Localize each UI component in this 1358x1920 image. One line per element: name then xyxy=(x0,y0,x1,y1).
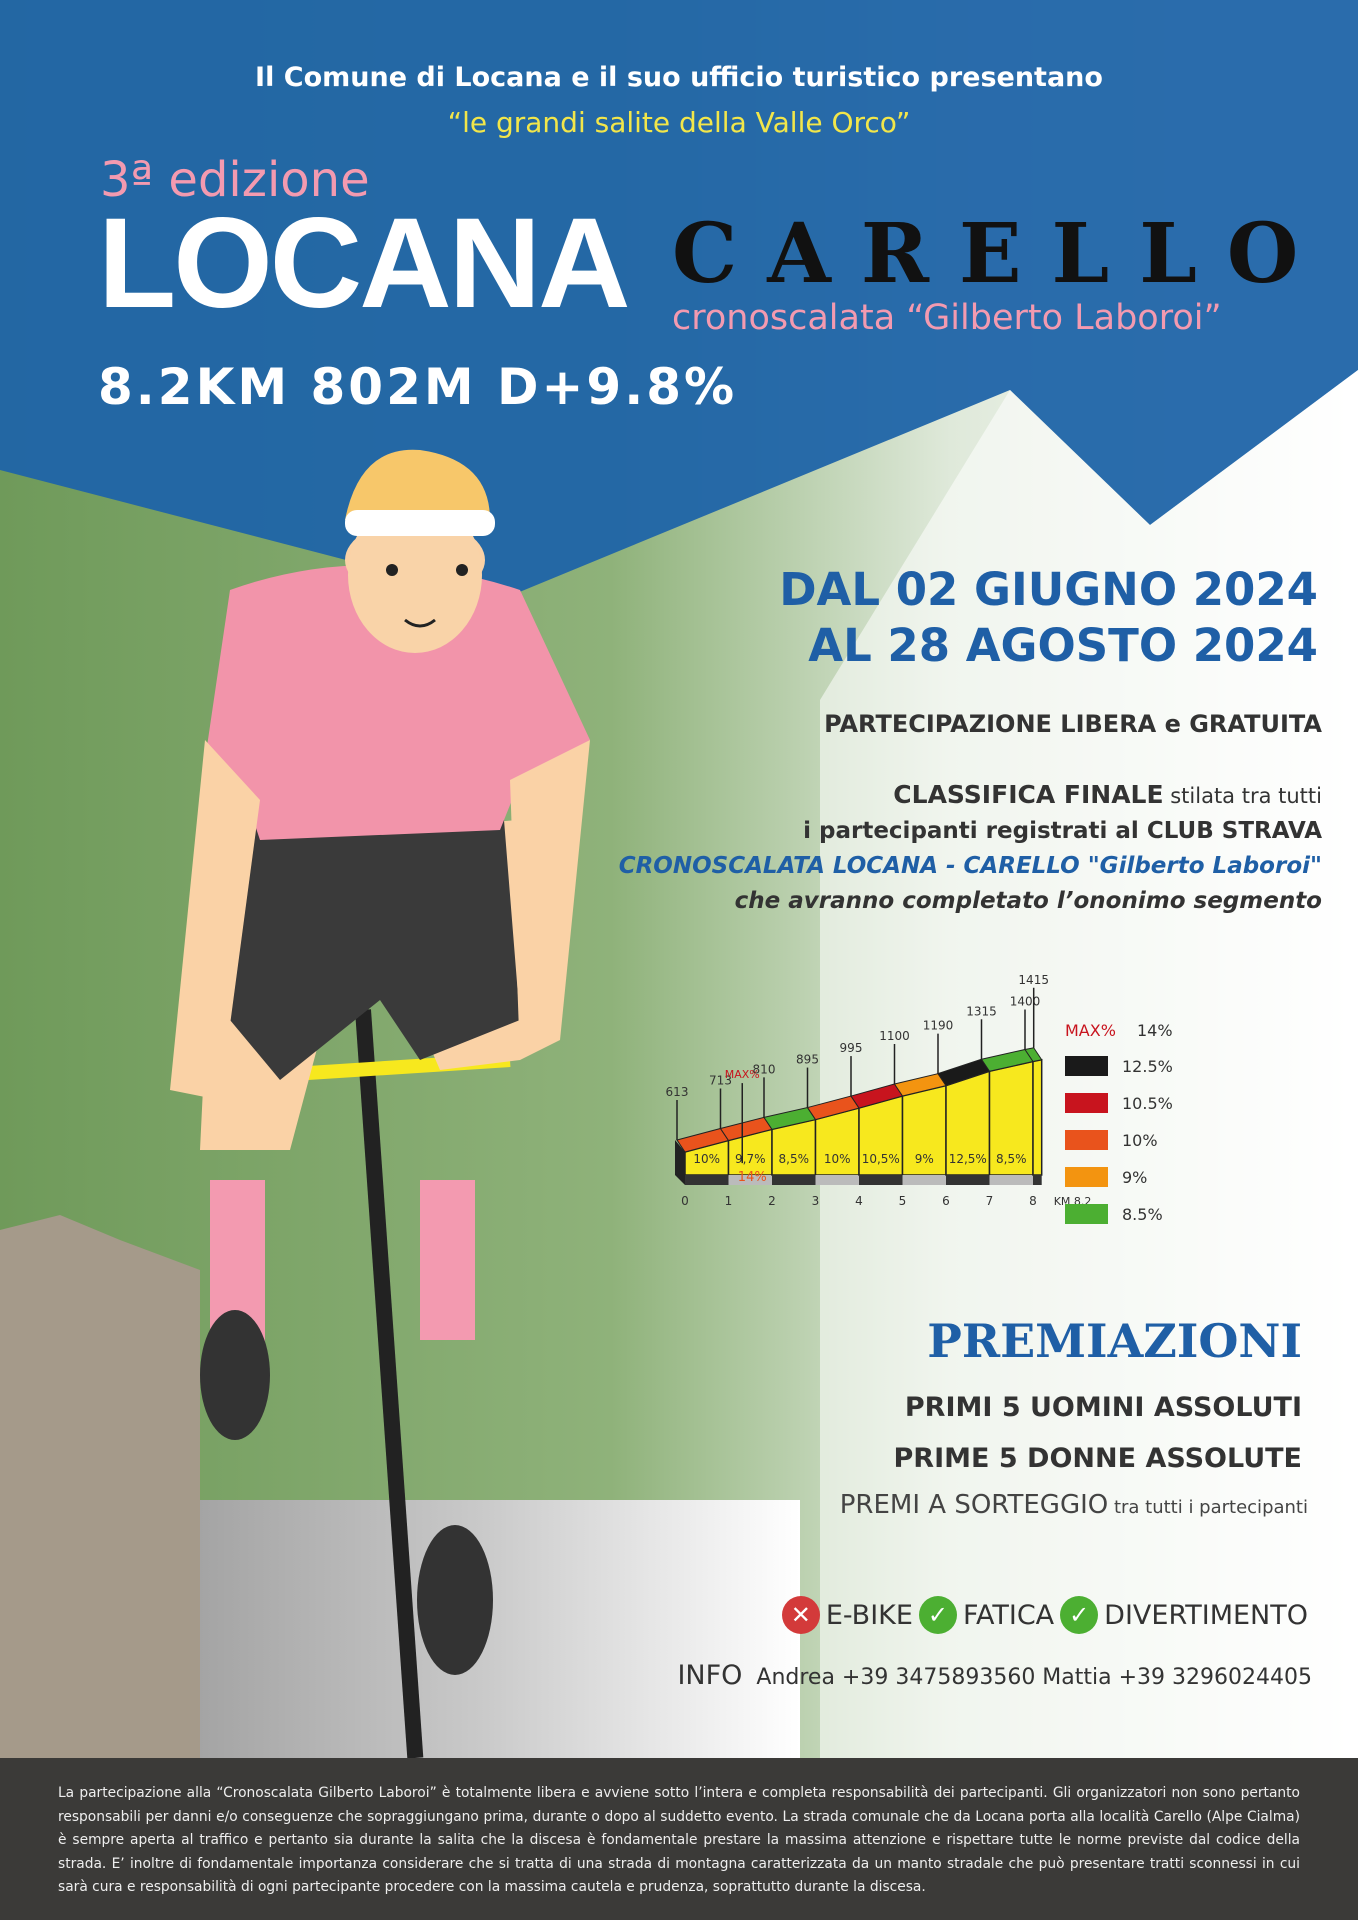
badges-row: ✕ E-BIKE ✓ FATICA ✓ DIVERTIMENTO xyxy=(781,1596,1308,1634)
prize-draw-text: tra tutti i partecipanti xyxy=(1108,1497,1308,1518)
km-tick-label: 5 xyxy=(899,1194,907,1208)
date-start: DAL 02 GIUGNO 2024 xyxy=(779,563,1318,616)
legend-swatch xyxy=(1065,1167,1108,1187)
km-tick-label: 7 xyxy=(986,1194,994,1208)
climb-stats: 8.2KM 802M D+9.8% xyxy=(98,358,738,416)
date-end: AL 28 AGOSTO 2024 xyxy=(808,619,1318,672)
intro-text: Il Comune di Locana e il suo ufficio tur… xyxy=(255,62,1103,93)
series-subtitle: “le grandi salite della Valle Orco” xyxy=(447,106,911,139)
km-band xyxy=(815,1175,859,1185)
classifica-block: CLASSIFICA FINALE stilata tra tutti i pa… xyxy=(619,777,1322,919)
info-contacts: INFO Andrea +39 3475893560 Mattia +39 32… xyxy=(677,1660,1312,1691)
km-band xyxy=(989,1175,1033,1185)
elevation-label: 613 xyxy=(666,1085,689,1099)
x-icon: ✕ xyxy=(781,1596,820,1634)
km-tick-label: 4 xyxy=(855,1194,863,1208)
poster-background xyxy=(0,0,1358,1758)
classifica-text: stilata tra tutti xyxy=(1163,784,1322,808)
km-tick-label: 3 xyxy=(812,1194,820,1208)
max-marker-label: MAX% xyxy=(725,1068,760,1081)
participation-text: PARTECIPAZIONE LIBERA e GRATUITA xyxy=(824,710,1322,738)
segment-gradient-label: 9% xyxy=(915,1152,934,1166)
strava-segment-name: CRONOSCALATA LOCANA - CARELLO "Gilberto … xyxy=(618,853,1322,879)
segment-gradient-label: 8,5% xyxy=(996,1152,1027,1166)
legend-label: 8.5% xyxy=(1122,1205,1163,1224)
km-band xyxy=(902,1175,946,1185)
segment-gradient-label: 12,5% xyxy=(949,1152,987,1166)
prize-draw: PREMI A SORTEGGIO tra tutti i partecipan… xyxy=(840,1490,1308,1520)
badge-ebike: E-BIKE xyxy=(825,1599,913,1631)
legend-swatch xyxy=(1065,1204,1108,1224)
elevation-label: 1400 xyxy=(1010,994,1041,1008)
km-band xyxy=(728,1175,772,1185)
contact-numbers: Andrea +39 3475893560 Mattia +39 3296024… xyxy=(756,1665,1312,1690)
max-marker-value: 14% xyxy=(738,1170,767,1185)
legend-label: 12.5% xyxy=(1122,1057,1173,1076)
prize-draw-title: PREMI A SORTEGGIO xyxy=(839,1490,1109,1520)
legend-max-label: MAX% xyxy=(1065,1021,1116,1040)
elevation-label: 1100 xyxy=(879,1029,910,1043)
elevation-label: 1190 xyxy=(923,1019,954,1033)
badge-divertimento: DIVERTIMENTO xyxy=(1104,1599,1308,1631)
elevation-label: 810 xyxy=(753,1062,776,1076)
legend-label: 9% xyxy=(1122,1168,1147,1187)
prize-men: PRIMI 5 UOMINI ASSOLUTI xyxy=(904,1392,1302,1423)
check-icon: ✓ xyxy=(918,1596,957,1634)
legend-swatch xyxy=(1065,1056,1108,1076)
km-tick-label: 0 xyxy=(681,1194,689,1208)
segment-gradient-label: 10% xyxy=(824,1152,851,1166)
classifica-title: CLASSIFICA FINALE xyxy=(893,780,1164,809)
elevation-label: 895 xyxy=(796,1053,819,1067)
elevation-label: 995 xyxy=(840,1041,863,1055)
title-carello: CARELLO xyxy=(672,206,1329,302)
elevation-label: 713 xyxy=(709,1074,732,1088)
title-locana: LOCANA xyxy=(98,192,630,335)
segment-gradient-label: 8,5% xyxy=(779,1152,810,1166)
badge-fatica: FATICA xyxy=(962,1599,1055,1631)
legend-max-value: 14% xyxy=(1137,1021,1173,1040)
legend-swatch xyxy=(1065,1093,1108,1113)
event-dates: DAL 02 GIUGNO 2024 AL 28 AGOSTO 2024 xyxy=(779,562,1318,674)
legend-swatch xyxy=(1065,1130,1108,1150)
km-band xyxy=(946,1175,990,1185)
km-tick-label: 2 xyxy=(768,1194,776,1208)
km-band xyxy=(772,1175,816,1185)
km-band xyxy=(1033,1175,1042,1185)
classifica-line4: che avranno completato l’ononimo segment… xyxy=(734,888,1322,914)
km-tick-label: 1 xyxy=(725,1194,733,1208)
profile-segment xyxy=(1032,1058,1043,1176)
elevation-label: 1415 xyxy=(1018,973,1049,987)
disclaimer-footer: La partecipazione alla “Cronoscalata Gil… xyxy=(0,1758,1358,1920)
km-band xyxy=(859,1175,903,1185)
prize-women: PRIME 5 DONNE ASSOLUTE xyxy=(893,1443,1302,1474)
km-tick-label: 6 xyxy=(942,1194,950,1208)
event-name: cronoscalata “Gilberto Laboroi” xyxy=(672,298,1222,338)
segment-gradient-label: 10% xyxy=(693,1152,720,1166)
km-tick-label: 8 xyxy=(1029,1194,1037,1208)
cyclist-illustration xyxy=(170,449,590,1758)
legend-label: 10% xyxy=(1122,1131,1158,1150)
km-band xyxy=(685,1175,729,1185)
check-icon: ✓ xyxy=(1060,1596,1099,1634)
elevation-label: 1315 xyxy=(966,1004,997,1018)
premiazioni-title: PREMIAZIONI xyxy=(927,1314,1302,1368)
info-label: INFO xyxy=(677,1660,743,1691)
profile-side xyxy=(675,1140,685,1185)
edition-label: 3ª edizione xyxy=(100,152,370,208)
segment-gradient-band xyxy=(1024,1047,1043,1063)
classifica-line2: i partecipanti registrati al CLUB STRAVA xyxy=(803,818,1322,844)
segment-gradient-label: 10,5% xyxy=(862,1152,900,1166)
legend-label: 10.5% xyxy=(1122,1094,1173,1113)
segment-gradient-label: 9,7% xyxy=(735,1152,766,1166)
